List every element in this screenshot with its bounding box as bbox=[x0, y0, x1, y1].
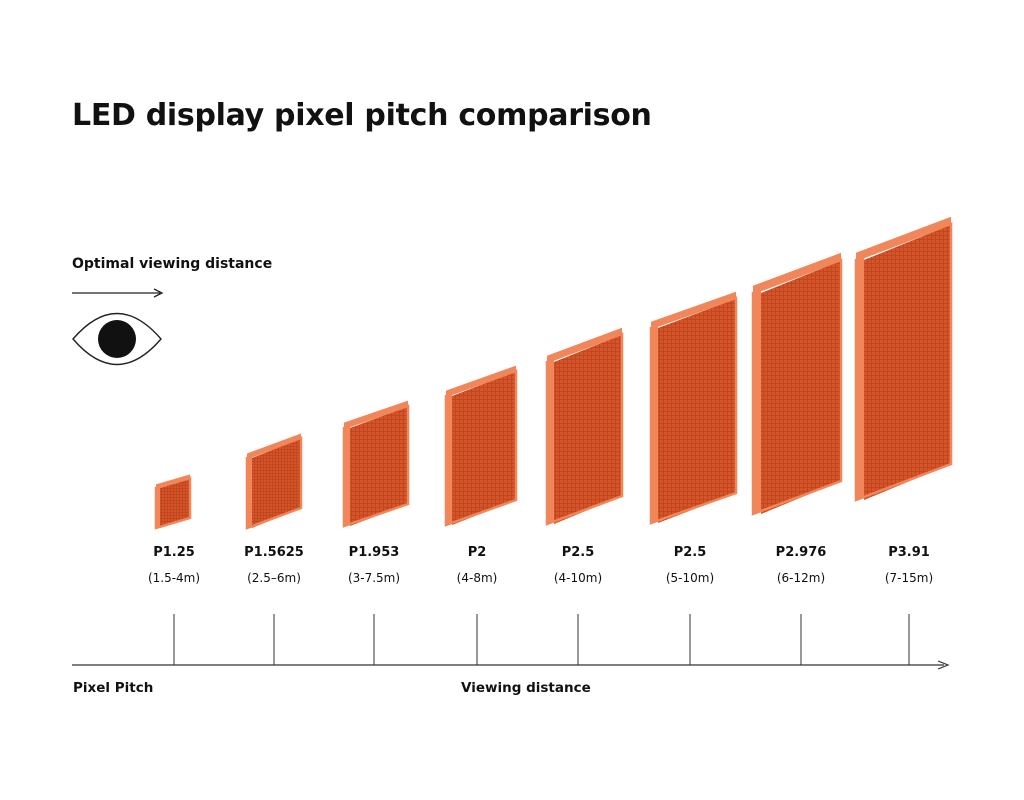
viewing-range-value: (3-7.5m) bbox=[347, 571, 401, 585]
led-panel-7 bbox=[751, 252, 843, 516]
viewing-range-value: (4-10m) bbox=[553, 571, 603, 585]
page-title: LED display pixel pitch comparison bbox=[72, 98, 652, 133]
panel-label: P1.5625 (2.5–6m) bbox=[214, 545, 334, 586]
led-panel-8 bbox=[854, 216, 953, 502]
led-panel-1 bbox=[154, 474, 192, 530]
viewing-distance-axis bbox=[72, 660, 950, 670]
pixel-pitch-value: P1.953 bbox=[348, 545, 400, 560]
pixel-pitch-value: P1.25 bbox=[153, 545, 195, 560]
led-panel-6 bbox=[649, 291, 738, 525]
panel-label: P3.91 (7-15m) bbox=[849, 545, 969, 586]
panel-label: P2 (4-8m) bbox=[417, 545, 537, 586]
arrow-right-icon bbox=[72, 288, 164, 298]
pixel-pitch-value: P3.91 bbox=[888, 545, 930, 560]
pixel-pitch-value: P2.5 bbox=[673, 545, 707, 560]
viewing-distance-label: Optimal viewing distance bbox=[72, 256, 273, 272]
eye-icon bbox=[72, 313, 162, 365]
panel-label: P1.25 (1.5-4m) bbox=[114, 545, 234, 586]
led-panel-4 bbox=[444, 365, 518, 527]
viewing-range-value: (2.5–6m) bbox=[247, 571, 301, 585]
pixel-pitch-value: P2 bbox=[467, 545, 487, 560]
led-panel-2 bbox=[245, 433, 303, 530]
panel-label: P2.5 (4-10m) bbox=[518, 545, 638, 586]
viewing-range-value: (7-15m) bbox=[884, 571, 934, 585]
viewing-distance-axis-label: Viewing distance bbox=[461, 680, 591, 696]
pixel-pitch-value: P2.976 bbox=[775, 545, 827, 560]
pixel-pitch-value: P1.5625 bbox=[244, 545, 304, 560]
panel-label: P1.953 (3-7.5m) bbox=[314, 545, 434, 586]
panel-label: P2.976 (6-12m) bbox=[741, 545, 861, 586]
pixel-pitch-axis-label: Pixel Pitch bbox=[73, 680, 154, 696]
viewing-range-value: (1.5-4m) bbox=[147, 571, 201, 585]
led-panels bbox=[154, 216, 953, 530]
axis-ticks bbox=[173, 614, 910, 665]
panel-label: P2.5 (5-10m) bbox=[630, 545, 750, 586]
viewing-range-value: (6-12m) bbox=[776, 571, 826, 585]
viewing-range-value: (5-10m) bbox=[665, 571, 715, 585]
led-panel-3 bbox=[342, 400, 410, 528]
viewing-range-value: (4-8m) bbox=[456, 571, 498, 585]
led-panel-5 bbox=[545, 327, 624, 526]
pixel-pitch-value: P2.5 bbox=[561, 545, 595, 560]
